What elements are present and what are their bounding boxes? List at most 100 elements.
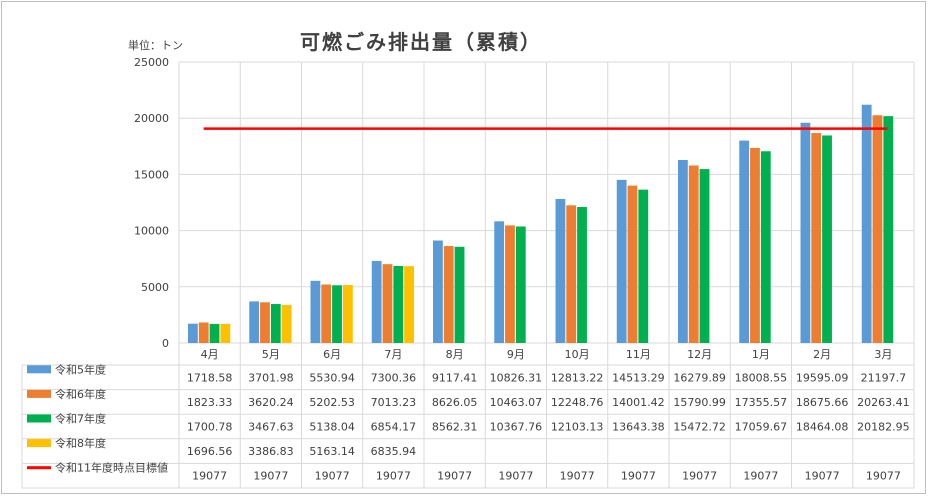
- bar-s2-1: [198, 322, 209, 343]
- x-category-label-9: 12月: [687, 348, 712, 361]
- table-cell-r3-c4: 6854.17: [371, 421, 417, 434]
- bar-s2-10: [750, 147, 760, 343]
- y-tick-label-0: 0: [162, 337, 169, 350]
- table-cell-r2-c5: 8626.05: [432, 396, 478, 409]
- table-cell-r3-c2: 3467.63: [248, 421, 294, 434]
- table-cell-r2-c12: 20263.41: [857, 396, 910, 409]
- x-category-label-7: 10月: [565, 348, 590, 361]
- bar-s2-8: [627, 185, 638, 343]
- x-category-label-12: 3月: [874, 348, 892, 361]
- table-cell-r3-c1: 1700.78: [187, 421, 233, 434]
- legend-key-s4: [27, 439, 51, 448]
- table-cell-r5-c1: 19077: [192, 470, 227, 483]
- x-category-label-8: 11月: [626, 348, 651, 361]
- bar-s1-9: [678, 160, 688, 343]
- bar-s1-1: [188, 323, 198, 343]
- legend-key-target: [27, 466, 51, 470]
- x-category-label-4: 7月: [384, 348, 402, 361]
- table-cell-r1-c3: 5530.94: [309, 371, 355, 384]
- bar-s1-4: [371, 260, 382, 343]
- bar-s1-5: [433, 240, 443, 343]
- table-cell-r3-c6: 10367.76: [490, 421, 543, 434]
- y-tick-label-3: 15000: [134, 168, 169, 181]
- table-cell-r1-c10: 18008.55: [735, 371, 788, 384]
- bar-s3-9: [699, 169, 710, 343]
- legend-label-5: 令和11年度時点目標値: [55, 461, 168, 475]
- bar-s1-3: [310, 280, 321, 343]
- bar-s2-11: [811, 133, 822, 343]
- table-cell-r3-c10: 17059.67: [735, 421, 788, 434]
- bar-s1-7: [555, 198, 566, 343]
- table-cell-r5-c5: 19077: [437, 470, 472, 483]
- bar-s3-4: [393, 265, 404, 343]
- table-cell-r2-c7: 12248.76: [551, 396, 604, 409]
- table-cell-r4-c3: 5163.14: [309, 445, 355, 458]
- table-cell-r2-c1: 1823.33: [187, 396, 233, 409]
- bar-s3-2: [270, 304, 281, 343]
- table-cell-r3-c9: 15472.72: [673, 421, 726, 434]
- table-cell-r5-c8: 19077: [621, 470, 656, 483]
- table-cell-r5-c9: 19077: [682, 470, 717, 483]
- table-cell-r2-c10: 17355.57: [735, 396, 788, 409]
- x-category-label-11: 2月: [813, 348, 831, 361]
- table-cell-r4-c4: 6835.94: [371, 445, 417, 458]
- legend-label-2: 令和6年度: [55, 387, 106, 401]
- table-cell-r3-c12: 20182.95: [857, 421, 910, 434]
- bar-s3-6: [515, 226, 526, 343]
- bar-s2-7: [566, 205, 577, 343]
- bar-s1-11: [800, 122, 811, 343]
- table-cell-r1-c8: 14513.29: [612, 371, 665, 384]
- chart-title: 可燃ごみ排出量（累積）: [300, 30, 542, 54]
- bar-s2-3: [321, 284, 332, 343]
- unit-label: 単位：トン: [128, 39, 183, 52]
- bar-s2-6: [505, 225, 515, 343]
- table-cell-r3-c7: 12103.13: [551, 421, 604, 434]
- bar-s2-5: [443, 246, 454, 343]
- y-tick-label-4: 20000: [134, 112, 169, 125]
- table-cell-r1-c9: 16279.89: [673, 371, 726, 384]
- bar-s3-10: [760, 151, 771, 343]
- x-category-label-2: 5月: [262, 348, 280, 361]
- table-cell-r2-c6: 10463.07: [490, 396, 543, 409]
- table-cell-r1-c11: 19595.09: [796, 371, 849, 384]
- bar-s3-7: [577, 206, 587, 343]
- x-category-label-1: 4月: [201, 348, 219, 361]
- table-cell-r1-c2: 3701.98: [248, 371, 294, 384]
- table-cell-r2-c11: 18675.66: [796, 396, 849, 409]
- table-cell-r5-c7: 19077: [560, 470, 595, 483]
- table-cell-r5-c3: 19077: [315, 470, 350, 483]
- x-category-label-10: 1月: [752, 348, 770, 361]
- bar-s1-10: [739, 140, 750, 343]
- y-tick-label-1: 5000: [141, 281, 169, 294]
- legend-key-s2: [27, 389, 51, 398]
- table-cell-r4-c1: 1696.56: [187, 445, 233, 458]
- bar-s2-4: [382, 264, 393, 343]
- bar-s1-6: [494, 221, 505, 343]
- table-cell-r3-c8: 13643.38: [612, 421, 665, 434]
- x-category-label-6: 9月: [507, 348, 525, 361]
- bar-s3-8: [638, 189, 649, 343]
- legend-key-s1: [27, 365, 51, 374]
- bar-s1-2: [249, 301, 260, 343]
- bar-s3-5: [454, 246, 465, 343]
- bar-s1-8: [616, 179, 627, 343]
- table-cell-r5-c12: 19077: [866, 470, 901, 483]
- x-category-label-5: 8月: [446, 348, 464, 361]
- bar-s4-4: [404, 266, 414, 343]
- legend-label-4: 令和8年度: [55, 436, 106, 450]
- bar-s3-1: [209, 323, 220, 343]
- table-cell-r2-c3: 5202.53: [309, 396, 355, 409]
- table-cell-r5-c2: 19077: [253, 470, 288, 483]
- x-category-label-3: 6月: [323, 348, 341, 361]
- legend-key-s3: [27, 414, 51, 423]
- table-cell-r1-c5: 9117.41: [432, 371, 478, 384]
- table-cell-r3-c3: 5138.04: [309, 421, 355, 434]
- table-cell-r3-c11: 18464.08: [796, 421, 849, 434]
- table-cell-r2-c2: 3620.24: [248, 396, 294, 409]
- bar-s2-12: [872, 115, 883, 343]
- table-cell-r2-c8: 14001.42: [612, 396, 665, 409]
- table-cell-r5-c4: 19077: [376, 470, 411, 483]
- table-cell-r2-c9: 15790.99: [673, 396, 726, 409]
